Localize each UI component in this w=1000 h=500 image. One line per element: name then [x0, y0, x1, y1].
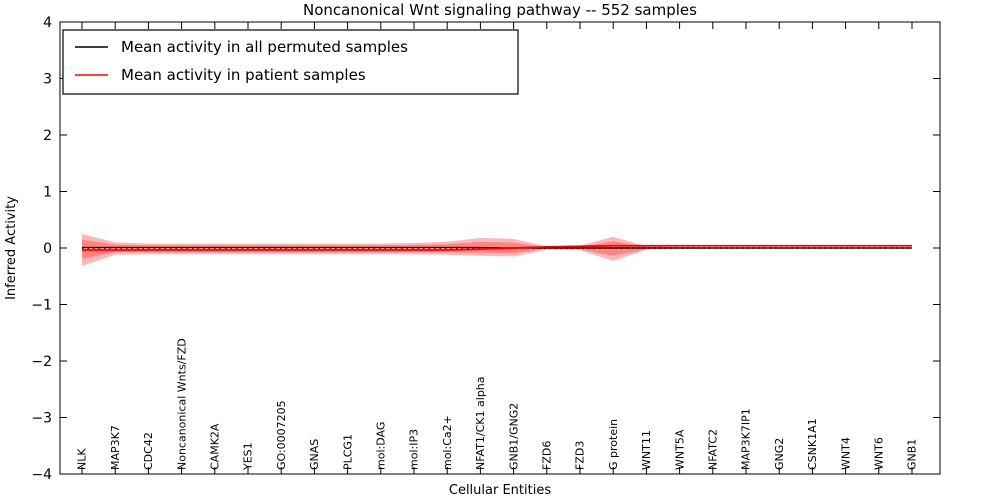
legend-label-permuted: Mean activity in all permuted samples — [121, 38, 408, 56]
tick-group — [60, 21, 940, 475]
patient-mean-line — [82, 244, 912, 251]
chart-title: Noncanonical Wnt signaling pathway -- 55… — [303, 1, 697, 19]
y-axis-label: Inferred Activity — [4, 196, 19, 300]
x-tick-label: Noncanonical Wnts/FZD — [175, 338, 188, 470]
x-tick-label: GO:0007205 — [275, 400, 288, 470]
x-tick-label: YES1 — [242, 442, 255, 471]
x-tick-label: GNB1/GNG2 — [507, 403, 520, 470]
x-tick-label: WNT4 — [839, 437, 852, 470]
y-tick-label: 2 — [43, 128, 52, 144]
x-tick-label: GNAS — [308, 439, 321, 470]
x-tick-label: CAMK2A — [209, 423, 222, 470]
y-tick-label: −3 — [31, 411, 52, 427]
series-line-group — [82, 244, 912, 251]
x-tick-label: PLCG1 — [341, 434, 354, 470]
x-tick-label: MAP3K7IP1 — [740, 408, 753, 470]
x-tick-label: WNT11 — [640, 430, 653, 470]
x-tick-label: GNB1 — [906, 439, 919, 470]
x-tick-label: CSNK1A1 — [806, 418, 819, 470]
y-tick-label: −2 — [31, 354, 52, 370]
x-axis-label: Cellular Entities — [449, 483, 551, 498]
y-tick-label: 1 — [43, 185, 52, 201]
legend-box — [62, 29, 519, 95]
legend-label-patient: Mean activity in patient samples — [121, 66, 366, 84]
tick-label-group: 4 3 2 1 0 −1 −2 −3 −4 NLK MAP3K7 CDC42 Noncanonical … — [31, 15, 918, 483]
y-tick-label: −1 — [31, 298, 52, 314]
x-tick-label: mol:Ca2+ — [441, 415, 454, 470]
x-tick-label: NLK — [76, 448, 89, 470]
confidence-band-outer — [82, 233, 912, 267]
x-tick-label: mol:DAG — [375, 422, 388, 470]
y-tick-label: 0 — [43, 241, 52, 257]
x-tick-label: FZD3 — [574, 441, 587, 470]
x-tick-label: mol:IP3 — [408, 429, 421, 470]
x-tick-label: GNG2 — [773, 438, 786, 470]
x-tick-label: FZD6 — [541, 441, 554, 470]
x-tick-label: WNT5A — [673, 429, 686, 470]
y-tick-label: 4 — [43, 15, 52, 31]
x-tick-label: CDC42 — [142, 432, 155, 470]
legend: Mean activity in all permuted samples Me… — [62, 29, 519, 95]
x-tick-label: WNT6 — [873, 437, 886, 470]
y-tick-label: 3 — [43, 72, 52, 88]
x-tick-label: NFATC2 — [707, 429, 720, 470]
x-tick-label: MAP3K7 — [109, 425, 122, 470]
x-tick-label: G protein — [607, 419, 620, 470]
x-tick-label: NFAT1/CK1 alpha — [474, 376, 487, 470]
y-tick-label: −4 — [31, 467, 52, 483]
